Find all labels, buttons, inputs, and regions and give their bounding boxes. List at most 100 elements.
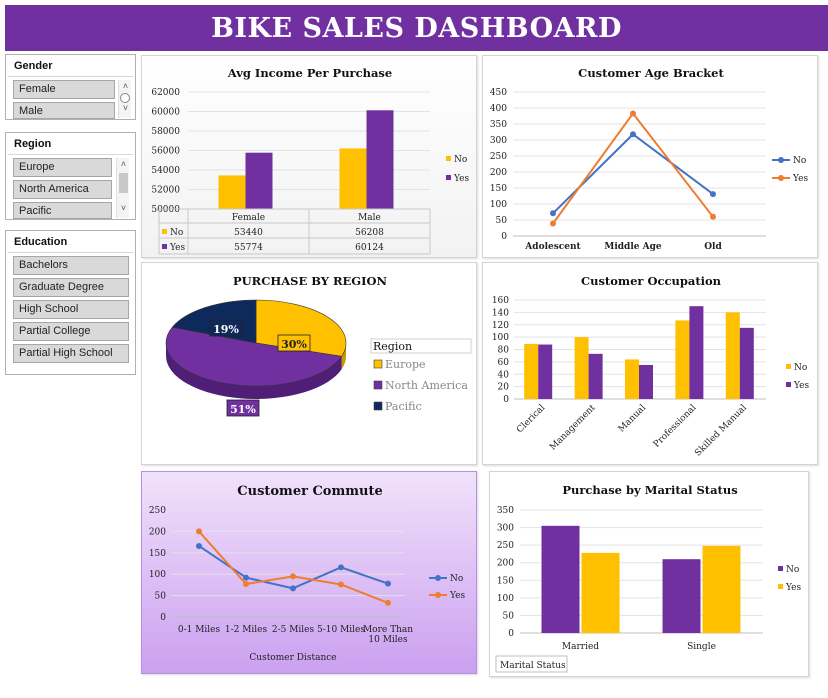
point-no <box>196 542 202 549</box>
avg-income-chart-svg: Avg Income Per Purchase 62000 60000 58000 5… <box>151 66 469 255</box>
pie-data-label: 51% <box>230 403 256 416</box>
point-no <box>385 580 391 587</box>
y-tick-label: 150 <box>149 549 166 559</box>
series-line-no <box>552 132 714 214</box>
region-scrollbar[interactable]: ˄ ˅ <box>116 158 129 218</box>
y-tick-label: 160 <box>492 296 509 306</box>
bar-yes-management <box>588 353 603 399</box>
y-tick-label: 250 <box>490 152 507 162</box>
bar-yes-skilled-manual <box>739 327 754 399</box>
region-pie-chart[interactable]: PURCHASE BY REGION 30% 51% 19% Region Europe… <box>141 262 477 465</box>
pie-data-label: 19% <box>213 323 239 336</box>
gender-scrollbar[interactable]: ˄ ˅ <box>118 80 131 118</box>
x-tick-label: More Than 10 Miles <box>363 625 413 645</box>
bar-yes-female <box>245 152 273 209</box>
gender-item-female[interactable]: Female <box>13 80 115 99</box>
bar-no-single <box>662 559 701 633</box>
bar-yes-manual <box>639 364 653 399</box>
y-tick-label: 350 <box>497 506 514 516</box>
point-yes <box>550 220 556 227</box>
y-tick-label: 54000 <box>151 166 180 176</box>
bar-no-male <box>339 148 367 209</box>
legend-marker <box>778 175 784 181</box>
occupation-chart[interactable]: Customer Occupation 160 140 120 100 80 60 40 20… <box>482 262 818 465</box>
chevron-down-icon[interactable]: ˅ <box>122 103 129 113</box>
y-tick-label: 60 <box>498 358 510 368</box>
legend-marker <box>435 575 441 581</box>
y-tick-label: 450 <box>490 88 507 98</box>
age-bracket-title: Customer Age Bracket <box>578 66 724 80</box>
scrollbar-thumb[interactable] <box>119 173 128 193</box>
y-tick-label: 150 <box>490 184 507 194</box>
y-tick-label: 62000 <box>151 88 180 98</box>
x-tick-label: Adolescent <box>524 242 581 252</box>
y-tick-label: 50 <box>155 592 167 602</box>
region-slicer-title: Region <box>8 133 133 155</box>
age-bracket-chart-svg: Customer Age Bracket 450 400 350 300 250 200 1… <box>490 66 809 252</box>
legend-label: Pacific <box>385 400 422 413</box>
commute-chart[interactable]: Customer Commute 250 200 150 100 50 0 0-1 Mile… <box>141 471 477 674</box>
y-tick-label: 200 <box>497 559 514 569</box>
marital-chart[interactable]: Purchase by Marital Status 350 300 250 200 1… <box>489 471 809 677</box>
point-no <box>550 210 556 217</box>
marital-title: Purchase by Marital Status <box>562 483 737 497</box>
point-yes <box>243 581 249 588</box>
x-tick-label: Married <box>562 642 599 652</box>
education-item-graduate-degree[interactable]: Graduate Degree <box>13 278 129 297</box>
y-tick-label: 150 <box>497 576 514 586</box>
gender-item-male[interactable]: Male <box>13 102 115 119</box>
education-item-partial-high-school[interactable]: Partial High School <box>13 344 129 363</box>
x-tick-label: Single <box>687 642 716 652</box>
point-yes <box>710 213 716 220</box>
y-tick-label: 20 <box>498 383 510 393</box>
dashboard-title: BIKE SALES DASHBOARD <box>5 5 828 51</box>
region-item-north-america[interactable]: North America <box>13 180 112 199</box>
gender-slicer: Gender Female Male ˄ ˅ <box>5 54 136 120</box>
legend-title-box <box>370 338 472 354</box>
region-item-pacific[interactable]: Pacific <box>13 202 112 219</box>
legend-swatch <box>786 364 791 369</box>
table-cell: 55774 <box>234 243 263 253</box>
x-tick-label: 5-10 Miles <box>317 625 365 635</box>
y-tick-label: 50 <box>496 216 508 226</box>
point-no <box>338 564 344 571</box>
avg-income-title: Avg Income Per Purchase <box>227 66 392 80</box>
education-item-partial-college[interactable]: Partial College <box>13 322 129 341</box>
y-tick-label: 60000 <box>151 108 180 118</box>
bar-no-married <box>541 525 580 633</box>
x-tick-label: 2-5 Miles <box>272 625 315 635</box>
x-tick-label: Manual <box>617 403 648 434</box>
scroll-knob[interactable] <box>120 93 130 103</box>
education-item-bachelors[interactable]: Bachelors <box>13 256 129 275</box>
education-slicer-title: Education <box>8 231 133 253</box>
point-no <box>710 191 716 198</box>
education-item-high-school[interactable]: High School <box>13 300 129 319</box>
commute-chart-svg: Customer Commute 250 200 150 100 50 0 0-1 Mile… <box>149 484 466 663</box>
x-tick-label: Professional <box>652 403 699 450</box>
point-yes <box>338 581 344 588</box>
y-tick-label: 200 <box>490 168 507 178</box>
chevron-up-icon[interactable]: ˄ <box>122 81 129 91</box>
chevron-down-icon[interactable]: ˅ <box>120 203 127 213</box>
bar-no-skilled-manual <box>725 312 740 399</box>
avg-income-chart[interactable]: Avg Income Per Purchase 62000 60000 58000 5… <box>141 55 477 258</box>
y-tick-label: 300 <box>497 524 514 534</box>
education-slicer: Education Bachelors Graduate Degree High… <box>5 230 136 375</box>
y-tick-label: 56000 <box>151 147 180 157</box>
marital-field-button-label: Marital Status <box>500 661 566 671</box>
y-tick-label: 100 <box>149 570 166 580</box>
age-bracket-chart[interactable]: Customer Age Bracket 450 400 350 300 250 200 1… <box>482 55 818 258</box>
marital-field-button[interactable] <box>495 655 568 673</box>
region-item-europe[interactable]: Europe <box>13 158 112 177</box>
chevron-up-icon[interactable]: ˄ <box>120 159 127 169</box>
bar-yes-male <box>366 110 394 209</box>
table-cell: 60124 <box>355 243 384 253</box>
legend-label: North America <box>385 379 468 392</box>
x-tick-label: Management <box>548 403 598 453</box>
point-yes <box>630 110 636 117</box>
y-tick-label: 50 <box>503 611 515 621</box>
legend-label: Yes <box>785 583 801 593</box>
y-tick-label: 80 <box>498 346 510 356</box>
y-tick-label: 100 <box>492 333 509 343</box>
legend-swatch <box>778 584 783 589</box>
